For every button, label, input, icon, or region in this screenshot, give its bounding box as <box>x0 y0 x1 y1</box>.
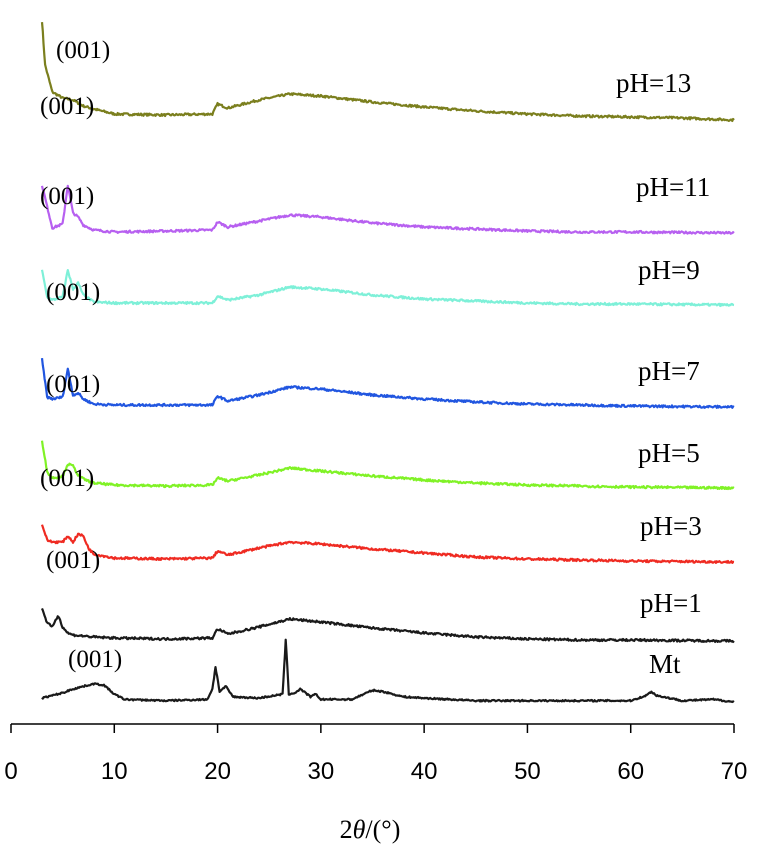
peak-annotation-ph-3: (001) <box>40 465 94 492</box>
x-axis-ticks: 0 10 20 30 40 50 60 70 <box>4 724 747 785</box>
x-axis-label-prefix: 2 <box>340 815 353 844</box>
peak-annotation-ph-5: (001) <box>46 371 100 398</box>
peak-annotation-ph-1: (001) <box>46 547 100 574</box>
x-tick-label: 0 <box>4 758 17 785</box>
series-line-mt <box>41 638 735 704</box>
peak-annotation-ph-7: (001) <box>46 279 100 306</box>
series-line-ph-7 <box>40 357 735 409</box>
series-label-ph-3: pH=3 <box>640 511 702 541</box>
x-tick-label: 30 <box>308 758 335 785</box>
peak-annotation-ph-9: (001) <box>40 183 94 210</box>
peak-annotation-ph-11: (001) <box>40 93 94 120</box>
peak-annotations: (001) (001) (001) (001) (001) (001) (001) (001) <box>40 37 122 673</box>
series-label-ph-13: pH=13 <box>616 68 691 98</box>
series-curves <box>40 22 735 704</box>
series-line-ph-3 <box>40 524 735 564</box>
x-axis: 0 10 20 30 40 50 60 70 <box>4 723 747 785</box>
series-label-ph-9: pH=9 <box>638 255 700 285</box>
series-line-ph-11 <box>40 184 735 235</box>
x-tick-label: 40 <box>411 758 438 785</box>
series-label-ph-1: pH=1 <box>640 588 702 618</box>
peak-annotation-ph-13: (001) <box>56 37 110 64</box>
series-labels: pH=13 pH=11 pH=9 pH=7 pH=5 pH=3 pH=1 Mt <box>616 68 710 679</box>
series-line-ph-13 <box>40 22 735 123</box>
series-line-ph-1 <box>40 607 735 643</box>
series-label-mt: Mt <box>649 649 681 679</box>
series-label-ph-11: pH=11 <box>636 172 710 202</box>
series-label-ph-5: pH=5 <box>638 438 700 468</box>
series-line-ph-5 <box>40 440 735 491</box>
x-tick-label: 10 <box>101 758 128 785</box>
x-tick-label: 70 <box>721 758 748 785</box>
peak-annotation-mt: (001) <box>68 646 122 673</box>
series-line-ph-9 <box>40 269 735 308</box>
x-axis-label-unit: /(°) <box>365 815 400 844</box>
x-axis-label: 2θ/(°) <box>340 815 401 844</box>
series-label-ph-7: pH=7 <box>638 356 700 386</box>
x-tick-label: 60 <box>617 758 644 785</box>
x-axis-label-theta: θ <box>353 815 366 844</box>
x-tick-label: 50 <box>514 758 541 785</box>
x-tick-label: 20 <box>204 758 231 785</box>
